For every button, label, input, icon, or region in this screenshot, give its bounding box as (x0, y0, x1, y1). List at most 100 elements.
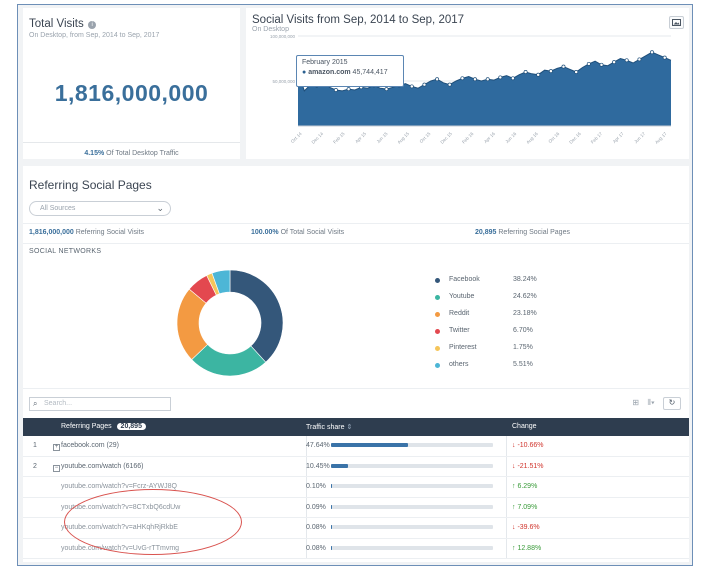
stat-referring-pages: 20,895 Referring Social Pages (475, 229, 570, 236)
data-point[interactable] (460, 76, 465, 81)
data-point[interactable] (510, 76, 515, 81)
column-divider (506, 436, 507, 456)
desktop-traffic-label: Of Total Desktop Traffic (106, 150, 179, 157)
social-visits-title: Social Visits from Sep, 2014 to Sep, 201… (252, 14, 465, 26)
social-visits-area-chart: 100,000,000 50,000,000 Oct 14 Dec 14 Feb 15 A… (270, 34, 672, 145)
stat-label: Of Total Social Visits (280, 229, 345, 236)
x-tick-label: Oct 16 (547, 131, 560, 144)
data-point[interactable] (586, 61, 591, 66)
col-traffic-share[interactable]: Traffic share ⇕ (306, 423, 352, 431)
columns-icon[interactable]: ⦀▾ (647, 398, 655, 407)
col-change[interactable]: Change (512, 423, 537, 430)
x-tick-label: Feb 17 (590, 131, 604, 145)
data-point[interactable] (384, 87, 389, 92)
data-point[interactable] (409, 84, 414, 89)
x-tick-label: Aug 15 (396, 131, 410, 145)
area-series (298, 52, 671, 127)
x-tick-label: Apr 17 (612, 131, 625, 144)
data-point[interactable] (498, 75, 503, 80)
data-point[interactable] (485, 77, 490, 82)
stat-total-social: 100.00% Of Total Social Visits (251, 229, 344, 236)
pages-count-badge: 20,895 (116, 423, 146, 430)
page-link[interactable]: facebook.com (61, 442, 105, 449)
chevron-down-icon: ⌄ (156, 203, 164, 213)
legend-dot-icon (435, 363, 440, 368)
column-divider (506, 477, 507, 497)
donut-slice-facebook[interactable] (229, 269, 284, 363)
data-point[interactable] (447, 82, 452, 87)
legend-label: Reddit (449, 310, 470, 317)
table-tools: ⊞ ⦀▾ ↻ (626, 397, 681, 410)
data-point[interactable] (637, 57, 642, 62)
page-link[interactable]: youtube.com/watch?v=Fcrz-AYWJ8Q (61, 483, 177, 490)
traffic-share-value: 0.10% (306, 483, 326, 490)
tooltip-title: February 2015 (302, 59, 348, 66)
change-value: ↑ 12.88% (512, 545, 541, 552)
sort-icon: ⇕ (346, 424, 353, 431)
data-point[interactable] (561, 64, 566, 69)
data-point[interactable] (574, 70, 579, 74)
traffic-share-bar (331, 525, 493, 529)
page-link[interactable]: youtube.com/watch (61, 462, 122, 470)
data-point[interactable] (333, 88, 338, 92)
expand-toggle-icon[interactable]: + (53, 444, 60, 451)
change-pct: -21.51% (517, 462, 544, 470)
traffic-share-value: 0.08% (306, 544, 326, 552)
export-image-button[interactable] (669, 16, 684, 29)
traffic-share-bar (331, 484, 493, 488)
sources-select-value: All Sources (40, 205, 76, 212)
legend-dot-icon (435, 346, 440, 351)
legend-value: 1.75% (513, 344, 533, 351)
traffic-share-bar (331, 545, 493, 550)
row-page[interactable]: + facebook.com (29) (53, 442, 119, 451)
column-divider (506, 456, 507, 476)
x-tick-label: Apr 16 (483, 131, 496, 144)
data-point[interactable] (548, 69, 553, 74)
change-value: ↓ -39.6% (512, 524, 540, 531)
dashboard-frame: Total Visits i On Desktop, from Sep, 201… (17, 4, 693, 566)
page-count: (6166) (123, 462, 144, 470)
social-visits-subtitle: On Desktop (252, 26, 289, 33)
donut-slice-others[interactable] (211, 269, 231, 295)
x-tick-label: Feb 16 (461, 131, 475, 145)
refresh-button[interactable]: ↻ (663, 397, 681, 410)
sources-select[interactable]: All Sources ⌄ (29, 201, 171, 216)
x-tick-label: Feb 15 (332, 131, 346, 145)
data-point[interactable] (662, 55, 667, 60)
row-index: 2 (33, 462, 37, 470)
traffic-share-fill (331, 463, 348, 468)
stat-label: Referring Social Visits (75, 229, 145, 236)
data-point[interactable] (422, 82, 427, 87)
data-point[interactable] (650, 50, 654, 55)
search-input[interactable]: ⌕ Search... (29, 397, 171, 411)
col-pages-label: Referring Pages (61, 423, 112, 430)
change-pct: 6.29% (517, 483, 538, 490)
annotation-ellipse (64, 489, 242, 555)
column-divider (306, 436, 307, 456)
x-tick-label: Dec 16 (568, 131, 582, 145)
column-divider (306, 497, 307, 517)
info-icon[interactable]: i (88, 21, 97, 29)
referring-title: Referring Social Pages (29, 178, 152, 192)
legend-label: Pinterest (449, 344, 477, 351)
data-point[interactable] (536, 72, 541, 77)
data-point[interactable] (473, 77, 477, 82)
x-tick-label: Oct 14 (290, 131, 303, 144)
data-point[interactable] (346, 87, 351, 92)
legend-value: 24.62% (513, 293, 537, 300)
expand-toggle-icon[interactable]: − (53, 464, 60, 472)
traffic-share-fill (331, 443, 409, 447)
row-page[interactable]: − youtube.com/watch (6166) (53, 463, 144, 472)
x-tick-label: Jun 16 (504, 131, 517, 144)
col-referring-pages[interactable]: Referring Pages 20,895 (61, 423, 146, 430)
data-point[interactable] (624, 58, 629, 63)
data-point[interactable] (435, 77, 440, 82)
table-row[interactable]: 1 + facebook.com (29) 47.64% ↓ -10.66% (23, 436, 689, 457)
excel-export-icon[interactable]: ⊞ (632, 398, 640, 407)
data-point[interactable] (599, 62, 604, 67)
change-pct: -10.66% (517, 442, 544, 449)
table-row[interactable]: 2 − youtube.com/watch (6166) 10.45% ↓ -21.51… (23, 456, 689, 477)
data-point[interactable] (523, 70, 528, 74)
arrow-down-icon: ↓ (512, 462, 516, 470)
data-point[interactable] (612, 60, 617, 65)
